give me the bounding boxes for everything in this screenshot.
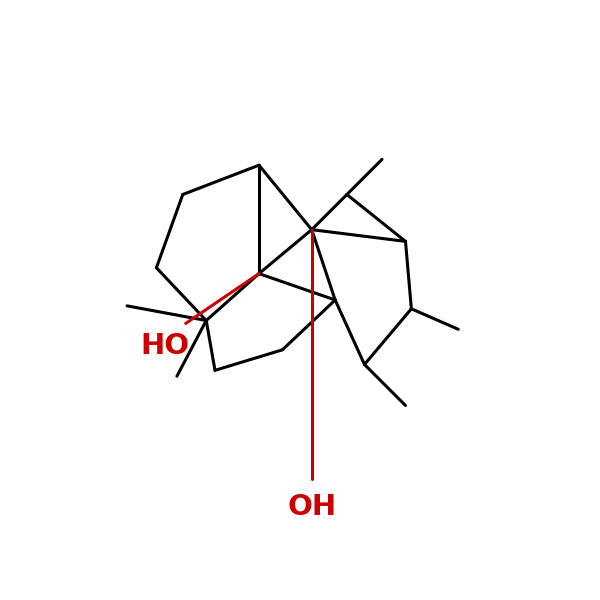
Text: OH: OH — [287, 493, 336, 521]
Text: HO: HO — [140, 332, 190, 360]
